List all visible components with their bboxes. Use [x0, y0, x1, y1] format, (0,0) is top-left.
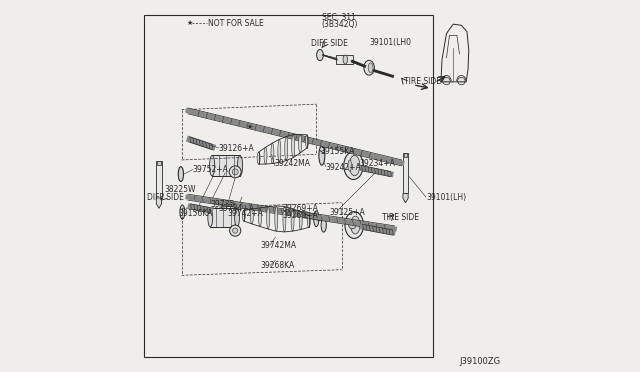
Bar	[403, 153, 408, 193]
Text: 39742+A: 39742+A	[228, 209, 264, 218]
Bar	[404, 153, 408, 157]
Circle shape	[232, 228, 238, 233]
Ellipse shape	[283, 206, 286, 232]
Text: 39101(LH): 39101(LH)	[426, 193, 466, 202]
Ellipse shape	[344, 152, 363, 179]
Ellipse shape	[237, 155, 243, 176]
Text: TIRE SIDE: TIRE SIDE	[404, 77, 441, 86]
Bar	[211, 208, 237, 227]
Text: 39752+A: 39752+A	[193, 165, 228, 174]
Ellipse shape	[179, 167, 184, 182]
Ellipse shape	[278, 140, 281, 163]
Circle shape	[443, 77, 450, 85]
Ellipse shape	[257, 152, 260, 164]
Ellipse shape	[364, 60, 374, 75]
Polygon shape	[156, 198, 161, 208]
Text: NOT FOR SALE: NOT FOR SALE	[209, 19, 264, 28]
Ellipse shape	[317, 49, 323, 61]
Text: 39125+A: 39125+A	[330, 208, 365, 217]
Ellipse shape	[300, 212, 302, 230]
Ellipse shape	[243, 211, 245, 221]
Ellipse shape	[349, 155, 360, 176]
Ellipse shape	[351, 216, 360, 234]
Ellipse shape	[314, 211, 319, 227]
Ellipse shape	[267, 207, 269, 229]
Bar	[212, 155, 240, 176]
Ellipse shape	[319, 146, 325, 165]
Ellipse shape	[299, 134, 301, 153]
Ellipse shape	[271, 143, 274, 164]
Text: 39269+A: 39269+A	[283, 211, 319, 220]
Circle shape	[229, 166, 241, 178]
Ellipse shape	[345, 212, 364, 238]
Text: 39155KA: 39155KA	[320, 147, 355, 156]
Ellipse shape	[259, 208, 262, 227]
Ellipse shape	[292, 135, 294, 158]
Ellipse shape	[343, 55, 348, 64]
Ellipse shape	[291, 209, 294, 231]
Ellipse shape	[250, 209, 253, 224]
Text: J39100ZG: J39100ZG	[460, 357, 500, 366]
Circle shape	[232, 169, 238, 175]
Polygon shape	[403, 193, 408, 203]
Ellipse shape	[208, 208, 212, 227]
Text: 39734+A: 39734+A	[219, 204, 255, 213]
Text: 39234+A: 39234+A	[360, 159, 396, 168]
Ellipse shape	[348, 160, 351, 171]
Text: DIFF SIDE: DIFF SIDE	[147, 193, 184, 202]
Text: TIRE SIDE: TIRE SIDE	[383, 213, 419, 222]
Circle shape	[349, 221, 356, 229]
Text: 39156KA: 39156KA	[179, 209, 213, 218]
Text: ★: ★	[246, 124, 252, 129]
Text: 39735: 39735	[211, 200, 235, 209]
Ellipse shape	[307, 215, 310, 227]
Text: 39269+A: 39269+A	[283, 204, 319, 213]
Text: ★: ★	[187, 20, 193, 26]
Ellipse shape	[235, 208, 239, 227]
Ellipse shape	[368, 63, 373, 73]
Text: 38225W: 38225W	[164, 185, 196, 194]
Text: 39101(LH0: 39101(LH0	[369, 38, 412, 47]
Text: (3B342Q): (3B342Q)	[322, 20, 358, 29]
Circle shape	[458, 77, 465, 85]
Text: DIFF SIDE: DIFF SIDE	[310, 39, 348, 48]
Bar	[156, 161, 161, 198]
Text: 39242MA: 39242MA	[275, 159, 310, 168]
Text: 39242+A: 39242+A	[326, 163, 362, 172]
Text: 39126+A: 39126+A	[219, 144, 255, 153]
Bar	[336, 55, 353, 64]
Text: 39742MA: 39742MA	[260, 241, 296, 250]
Text: SEC. 311: SEC. 311	[322, 13, 356, 22]
Ellipse shape	[321, 218, 326, 232]
Bar	[144, 15, 433, 357]
Ellipse shape	[275, 206, 278, 231]
Bar	[157, 161, 161, 165]
Ellipse shape	[180, 205, 185, 219]
Ellipse shape	[264, 147, 267, 164]
Ellipse shape	[285, 137, 288, 161]
Ellipse shape	[305, 135, 308, 148]
Text: 39268KA: 39268KA	[260, 262, 295, 270]
Ellipse shape	[209, 155, 215, 176]
Circle shape	[230, 225, 241, 236]
